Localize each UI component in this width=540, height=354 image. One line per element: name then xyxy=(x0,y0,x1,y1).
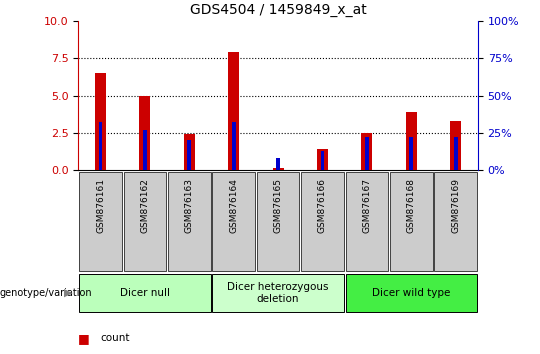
Bar xyxy=(365,137,369,170)
FancyBboxPatch shape xyxy=(168,172,211,270)
FancyBboxPatch shape xyxy=(434,172,477,270)
Text: GSM876163: GSM876163 xyxy=(185,178,194,233)
Text: Dicer heterozygous
deletion: Dicer heterozygous deletion xyxy=(227,282,329,304)
Bar xyxy=(406,112,417,170)
Bar xyxy=(321,150,325,170)
FancyBboxPatch shape xyxy=(301,172,344,270)
Text: GSM876165: GSM876165 xyxy=(274,178,282,233)
Text: ■: ■ xyxy=(78,332,90,344)
Bar xyxy=(98,122,103,170)
Bar xyxy=(187,140,191,170)
FancyBboxPatch shape xyxy=(212,274,344,312)
Text: GSM876164: GSM876164 xyxy=(229,178,238,233)
Bar xyxy=(276,158,280,170)
FancyBboxPatch shape xyxy=(346,274,477,312)
Bar xyxy=(143,130,147,170)
FancyBboxPatch shape xyxy=(212,172,255,270)
FancyBboxPatch shape xyxy=(79,172,122,270)
FancyBboxPatch shape xyxy=(257,172,299,270)
FancyBboxPatch shape xyxy=(346,172,388,270)
Bar xyxy=(450,121,461,170)
Text: GSM876162: GSM876162 xyxy=(140,178,150,233)
Bar xyxy=(95,73,106,170)
FancyBboxPatch shape xyxy=(124,172,166,270)
Bar xyxy=(409,137,413,170)
Text: GSM876169: GSM876169 xyxy=(451,178,460,233)
Text: ▶: ▶ xyxy=(64,288,73,298)
Text: count: count xyxy=(100,333,130,343)
Bar xyxy=(228,52,239,170)
Text: GSM876161: GSM876161 xyxy=(96,178,105,233)
Bar xyxy=(232,122,235,170)
Text: GSM876168: GSM876168 xyxy=(407,178,416,233)
Title: GDS4504 / 1459849_x_at: GDS4504 / 1459849_x_at xyxy=(190,4,367,17)
Text: Dicer wild type: Dicer wild type xyxy=(372,288,450,298)
Bar xyxy=(184,134,195,170)
Text: Dicer null: Dicer null xyxy=(120,288,170,298)
Bar xyxy=(273,168,284,170)
Text: genotype/variation: genotype/variation xyxy=(0,288,93,298)
Text: GSM876166: GSM876166 xyxy=(318,178,327,233)
Bar xyxy=(317,149,328,170)
FancyBboxPatch shape xyxy=(390,172,433,270)
Bar xyxy=(454,137,458,170)
Text: GSM876167: GSM876167 xyxy=(362,178,372,233)
Bar xyxy=(139,96,151,170)
Bar xyxy=(361,133,373,170)
FancyBboxPatch shape xyxy=(79,274,211,312)
